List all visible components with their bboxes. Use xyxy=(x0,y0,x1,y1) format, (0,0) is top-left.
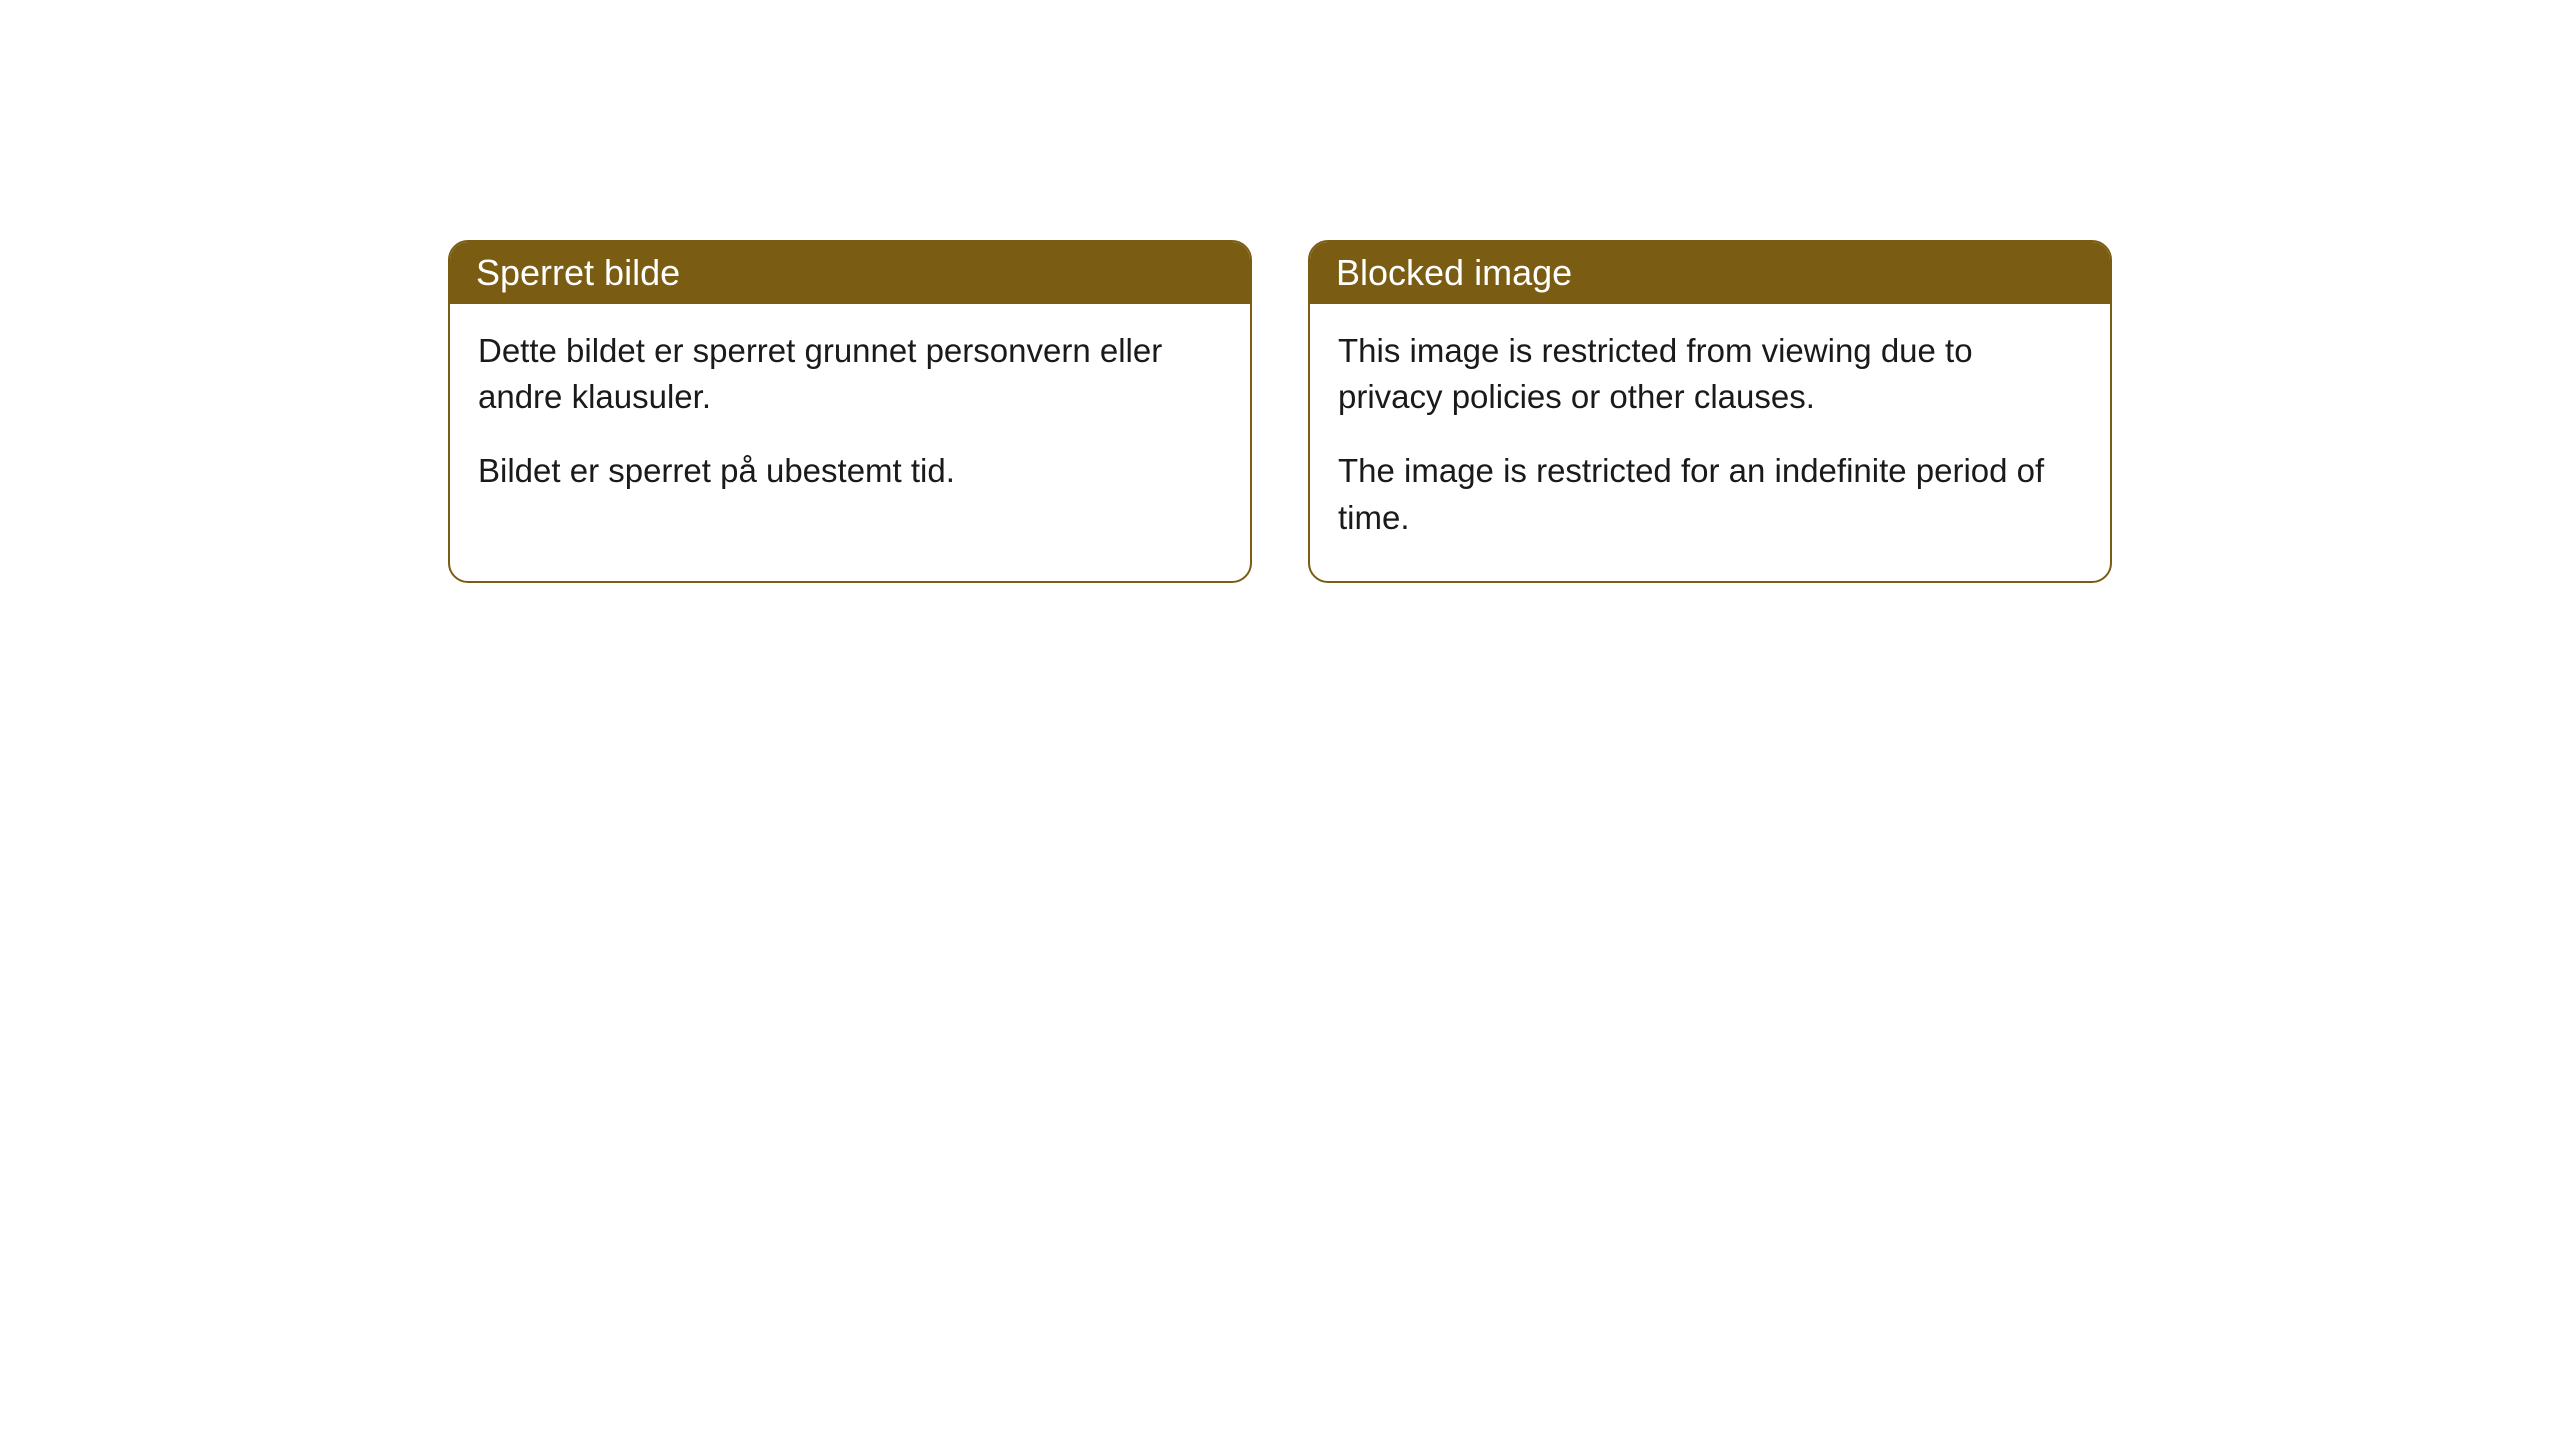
card-paragraph: The image is restricted for an indefinit… xyxy=(1338,448,2082,540)
card-paragraph: Bildet er sperret på ubestemt tid. xyxy=(478,448,1222,494)
notice-cards-container: Sperret bilde Dette bildet er sperret gr… xyxy=(448,240,2112,583)
notice-card-english: Blocked image This image is restricted f… xyxy=(1308,240,2112,583)
card-body-norwegian: Dette bildet er sperret grunnet personve… xyxy=(450,304,1250,535)
card-paragraph: This image is restricted from viewing du… xyxy=(1338,328,2082,420)
card-body-english: This image is restricted from viewing du… xyxy=(1310,304,2110,581)
card-paragraph: Dette bildet er sperret grunnet personve… xyxy=(478,328,1222,420)
notice-card-norwegian: Sperret bilde Dette bildet er sperret gr… xyxy=(448,240,1252,583)
card-title-norwegian: Sperret bilde xyxy=(450,242,1250,304)
card-title-english: Blocked image xyxy=(1310,242,2110,304)
